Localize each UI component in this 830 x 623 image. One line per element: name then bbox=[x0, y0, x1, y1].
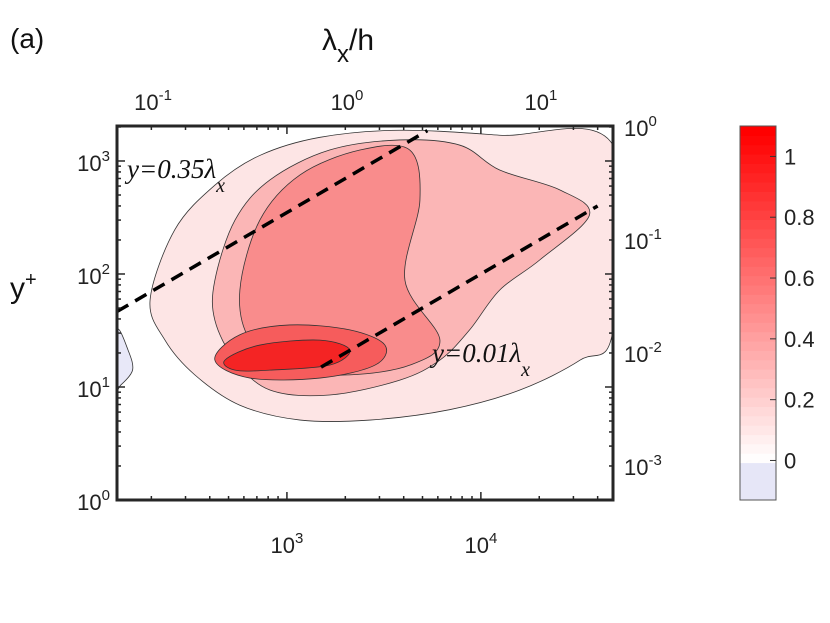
reference-line-label-2: y=0.01λx bbox=[429, 338, 530, 381]
colorbar-segment bbox=[740, 182, 776, 192]
y-tick-label-right: 10-3 bbox=[624, 452, 662, 480]
colorbar-tick-label: 1 bbox=[784, 144, 796, 169]
colorbar-segment bbox=[740, 471, 776, 482]
colorbar-segment bbox=[740, 200, 776, 211]
colorbar-segment bbox=[740, 434, 776, 445]
x-tick-label-top: 10-1 bbox=[134, 87, 172, 115]
contour-level--0.05 bbox=[117, 328, 134, 391]
y-tick-label-left: 102 bbox=[77, 261, 110, 289]
colorbar-tick-label: 0.8 bbox=[784, 205, 815, 230]
y-tick-label-left: 103 bbox=[77, 148, 110, 176]
y-tick-label-right: 10-2 bbox=[624, 339, 662, 367]
colorbar-segment bbox=[740, 453, 776, 464]
colorbar-segment bbox=[740, 172, 776, 183]
colorbar-segment bbox=[740, 228, 776, 239]
colorbar-tick-label: 0.4 bbox=[784, 327, 815, 352]
reference-line-2 bbox=[320, 204, 599, 369]
colorbar-tick-label: 0 bbox=[784, 448, 796, 473]
colorbar-segment bbox=[740, 266, 776, 277]
x-tick-label-top: 100 bbox=[331, 87, 364, 115]
colorbar-segment bbox=[740, 443, 776, 454]
colorbar-frame bbox=[739, 125, 777, 501]
colorbar-segment bbox=[740, 341, 776, 351]
colorbar-segment bbox=[740, 406, 776, 417]
colorbar-segment bbox=[740, 144, 776, 155]
colorbar-segment bbox=[740, 490, 776, 501]
top-axis-label: λx/h bbox=[322, 24, 374, 68]
colorbar-segment bbox=[740, 191, 776, 202]
colorbar-segment bbox=[740, 322, 776, 333]
colorbar-segment bbox=[740, 275, 776, 286]
colorbar-segment bbox=[740, 284, 776, 295]
colorbar-segment bbox=[740, 247, 776, 258]
reference-line-1 bbox=[117, 129, 429, 314]
panel-label: (a) bbox=[10, 23, 44, 54]
left-axis-label: y+ bbox=[10, 269, 37, 305]
contour-level-0.85 bbox=[223, 339, 351, 372]
colorbar-segment bbox=[740, 313, 776, 323]
x-tick-label-bottom: 104 bbox=[464, 530, 497, 558]
colorbar-segment bbox=[740, 238, 776, 249]
colorbar-segment bbox=[740, 135, 776, 146]
colorbar-segment bbox=[740, 387, 776, 398]
colorbar-segment bbox=[740, 462, 776, 473]
x-tick-label-top: 101 bbox=[525, 87, 558, 115]
colorbar-segment bbox=[740, 397, 776, 407]
y-tick-label-right: 100 bbox=[624, 113, 657, 141]
colorbar-segment bbox=[740, 359, 776, 370]
colorbar-segment bbox=[740, 415, 776, 426]
y-tick-label-left: 100 bbox=[77, 487, 110, 515]
colorbar-segment bbox=[740, 303, 776, 314]
y-tick-label-right: 10-1 bbox=[624, 226, 662, 254]
colorbar-segment bbox=[740, 210, 776, 220]
colorbar-segment bbox=[740, 219, 776, 230]
colorbar-segment bbox=[740, 481, 776, 492]
colorbar-segment bbox=[740, 378, 776, 389]
colorbar-tick-label: 0.6 bbox=[784, 266, 815, 291]
colorbar-segment bbox=[740, 163, 776, 174]
colorbar-segment bbox=[740, 126, 776, 136]
colorbar-tick-label: 0.2 bbox=[784, 388, 815, 413]
colorbar-segment bbox=[740, 331, 776, 342]
colorbar-segment bbox=[740, 425, 776, 436]
colorbar-segment bbox=[740, 369, 776, 379]
x-tick-label-bottom: 103 bbox=[271, 530, 304, 558]
colorbar-segment bbox=[740, 350, 776, 361]
plot-frame bbox=[115, 124, 615, 502]
y-tick-label-left: 101 bbox=[77, 374, 110, 402]
reference-line-label-1: y=0.35λx bbox=[124, 154, 225, 197]
colorbar-segment bbox=[740, 154, 776, 164]
colorbar-segment bbox=[740, 256, 776, 267]
colorbar-segment bbox=[740, 294, 776, 305]
